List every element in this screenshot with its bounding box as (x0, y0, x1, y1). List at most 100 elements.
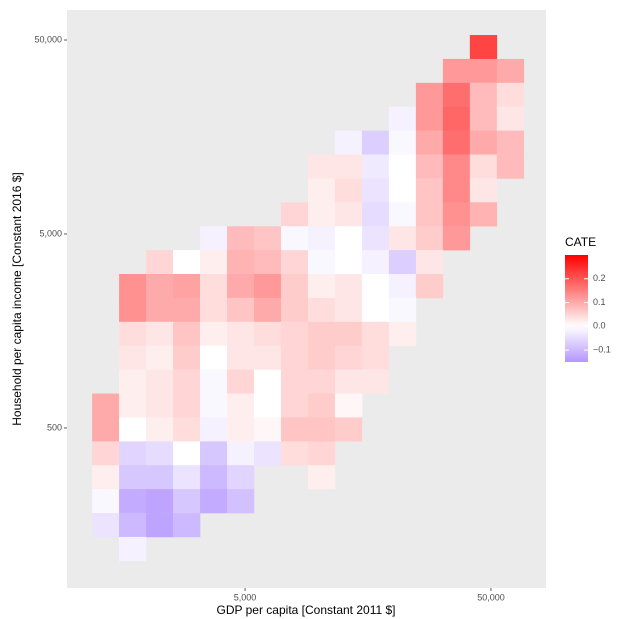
tile (280, 202, 309, 227)
tile (361, 130, 390, 155)
tile (119, 536, 147, 562)
tile (442, 154, 471, 179)
y-tick-label: 5,000 (39, 228, 62, 238)
tile (146, 250, 174, 275)
tile (307, 465, 336, 490)
tile (227, 369, 255, 394)
tile (92, 417, 120, 442)
tile (119, 297, 147, 323)
tile (442, 202, 471, 227)
tile (200, 465, 228, 490)
tile (388, 154, 417, 179)
tile (307, 417, 336, 442)
tile (146, 417, 174, 442)
tile (469, 130, 498, 155)
tile (334, 154, 363, 179)
tile (307, 321, 336, 346)
tile (442, 178, 471, 203)
tile (469, 178, 498, 203)
tile (253, 345, 282, 370)
tile (227, 393, 255, 418)
tile (227, 226, 255, 251)
tile (173, 274, 201, 299)
tile (200, 369, 228, 394)
tile (146, 297, 174, 323)
tile (307, 297, 336, 323)
tile (334, 130, 363, 155)
tile (173, 369, 201, 394)
colorbar-label: 0.1 (593, 297, 606, 307)
tile (496, 82, 525, 108)
y-tick-label: 500 (47, 422, 62, 432)
tile (253, 441, 282, 466)
tile (415, 154, 444, 179)
tile (200, 250, 228, 275)
tile (280, 321, 309, 346)
tile (146, 369, 174, 394)
tile (92, 441, 120, 466)
tile (200, 393, 228, 418)
tile (146, 465, 174, 490)
colorbar-label: −0.1 (593, 344, 611, 354)
tile (415, 82, 444, 108)
y-tick-label: 50,000 (34, 34, 62, 44)
tile (361, 321, 390, 346)
tile (469, 82, 498, 108)
tile (227, 274, 255, 299)
tile (388, 250, 417, 275)
tile (442, 106, 471, 131)
tile (415, 106, 444, 131)
tile (361, 178, 390, 203)
tile (280, 297, 309, 323)
tile (334, 226, 363, 251)
tile (307, 393, 336, 418)
tile (119, 489, 147, 514)
tile (200, 274, 228, 299)
tile (146, 274, 174, 299)
tile (307, 226, 336, 251)
tile (200, 321, 228, 346)
tile (200, 441, 228, 466)
tile (415, 178, 444, 203)
tile (253, 226, 282, 251)
tile (227, 345, 255, 370)
tile (92, 513, 120, 538)
tile (119, 321, 147, 346)
tile (173, 513, 201, 538)
tile (173, 465, 201, 490)
tile (173, 441, 201, 466)
tile (280, 441, 309, 466)
tile (307, 345, 336, 370)
tile (200, 297, 228, 323)
tile (146, 321, 174, 346)
tile (173, 297, 201, 323)
tile (146, 513, 174, 538)
tile (253, 393, 282, 418)
tile (146, 489, 174, 514)
tile (496, 58, 525, 84)
tile (334, 202, 363, 227)
tile (280, 417, 309, 442)
x-tick-label: 5,000 (234, 592, 257, 602)
tile (280, 274, 309, 299)
tile (253, 250, 282, 275)
tile (253, 417, 282, 442)
tile (469, 35, 498, 60)
tile (307, 369, 336, 394)
x-tick-label: 50,000 (477, 592, 505, 602)
colorbar (565, 255, 588, 362)
tile (227, 441, 255, 466)
tile (227, 297, 255, 323)
tile (227, 417, 255, 442)
tile (253, 321, 282, 346)
tile (415, 202, 444, 227)
tile (469, 106, 498, 131)
tile (307, 178, 336, 203)
tile (173, 321, 201, 346)
tile (361, 369, 390, 394)
tile (280, 250, 309, 275)
tile (146, 393, 174, 418)
tile (334, 393, 363, 418)
tile (496, 106, 525, 131)
